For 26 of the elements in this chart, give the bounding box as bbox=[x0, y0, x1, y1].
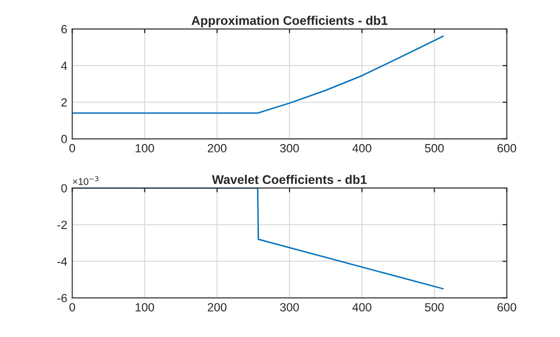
x-tick-label: 0 bbox=[69, 144, 76, 152]
y-tick-label: 2 bbox=[61, 98, 67, 106]
x-tick-label: 200 bbox=[208, 144, 226, 152]
x-tick-label: 100 bbox=[136, 303, 154, 312]
x-tick-label: 100 bbox=[136, 144, 154, 152]
x-tick-label: 600 bbox=[498, 303, 516, 312]
x-tick-label: 0 bbox=[69, 303, 76, 312]
x-tick-label: 200 bbox=[208, 303, 226, 312]
x-tick-label: 600 bbox=[498, 144, 516, 152]
chart-title: Approximation Coefficients - db1 bbox=[192, 16, 388, 28]
x-tick-label: 500 bbox=[425, 144, 444, 152]
x-tick-label: 400 bbox=[352, 303, 372, 312]
y-tick-label: 0 bbox=[61, 184, 67, 192]
line-series bbox=[72, 36, 444, 114]
x-tick-label: 500 bbox=[425, 303, 444, 312]
x-tick-label: 300 bbox=[280, 303, 299, 312]
x-tick-label: 300 bbox=[280, 144, 299, 152]
y-tick-label: -6 bbox=[57, 294, 67, 302]
text: ×10$^{−3}$ bbox=[72, 176, 98, 185]
y-tick-label: -4 bbox=[57, 257, 68, 266]
chart-title: Wavelet Coefficients - db1 bbox=[212, 174, 367, 184]
y-tick-label: -2 bbox=[57, 220, 67, 229]
y-tick-label: 0 bbox=[61, 134, 67, 144]
y-tick-label: 6 bbox=[61, 25, 67, 34]
y-tick-label: 4 bbox=[61, 62, 68, 70]
x-tick-label: 400 bbox=[352, 144, 372, 152]
